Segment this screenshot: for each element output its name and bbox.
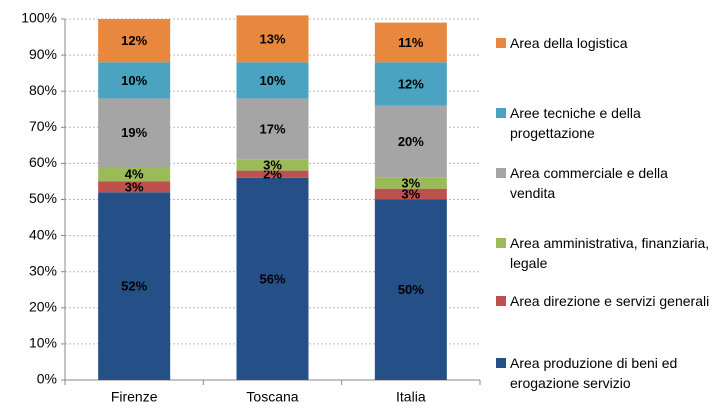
legend-item: Area direzione e servizi generali [496,291,711,311]
legend-swatch [496,296,506,306]
bar-segment [236,177,309,380]
bar-segment [236,159,309,171]
y-tick-label: 90% [29,46,57,62]
y-tick-label: 100% [21,10,57,26]
bar-segment [98,19,171,63]
data-label: 10% [121,73,147,88]
legend-label: Area amministrativa, finanziaria, legale [510,235,710,271]
legend-label: Area produzione di beni ed erogazione se… [510,355,678,391]
data-label: 50% [398,282,424,297]
bar-segment [236,170,309,178]
legend-label: Area direzione e servizi generali [510,293,710,309]
legend-swatch [496,238,506,248]
bar-segment [374,199,447,380]
legend-label: Area della logistica [510,35,628,51]
y-tick-label: 60% [29,154,57,170]
data-label: 3% [401,187,420,202]
legend-item: Area della logistica [496,33,711,53]
x-tick-label: Firenze [111,389,158,405]
data-label: 17% [259,122,285,137]
y-tick-label: 50% [29,190,57,206]
legend-item: Area commerciale e della vendita [496,163,711,203]
bar-segment [374,105,447,178]
bar-segment [236,98,309,160]
legend-swatch [496,38,506,48]
legend-swatch [496,358,506,368]
data-label: 3% [263,158,282,173]
legend-label: Area commerciale e della vendita [510,165,668,201]
legend-label: Aree tecniche e della progettazione [510,105,641,141]
data-label: 11% [398,35,424,50]
bar-segment [236,15,309,63]
bar-segment [374,22,447,63]
legend-item: Area amministrativa, finanziaria, legale [496,233,711,273]
bar-segment [98,62,171,99]
y-tick-label: 70% [29,118,57,134]
data-label: 56% [259,271,285,286]
data-label: 12% [398,76,424,91]
legend-swatch [496,108,506,118]
legend-item: Area produzione di beni ed erogazione se… [496,353,711,393]
data-label: 10% [259,73,285,88]
data-label: 20% [398,134,424,149]
y-tick-label: 10% [29,335,57,351]
legend-swatch [496,168,506,178]
y-tick-label: 0% [37,371,57,387]
bar-segment [98,192,171,380]
legend-item: Aree tecniche e della progettazione [496,103,711,143]
bar-segment [98,181,171,193]
y-tick-label: 40% [29,226,57,242]
data-label: 3% [125,179,144,194]
bar-segment [374,62,447,106]
bar-segment [98,167,171,182]
data-label: 12% [121,33,147,48]
bar-segment [236,62,309,99]
y-tick-label: 80% [29,82,57,98]
x-tick-label: Italia [396,389,426,405]
bar-segment [98,98,171,168]
y-tick-label: 30% [29,262,57,278]
x-tick-label: Toscana [246,389,298,405]
data-label: 19% [121,125,147,140]
data-label: 4% [125,167,144,182]
bar-segment [374,188,447,200]
data-label: 3% [401,176,420,191]
y-tick-label: 20% [29,299,57,315]
data-label: 13% [259,31,285,46]
bar-segment [374,177,447,189]
data-label: 52% [121,279,147,294]
